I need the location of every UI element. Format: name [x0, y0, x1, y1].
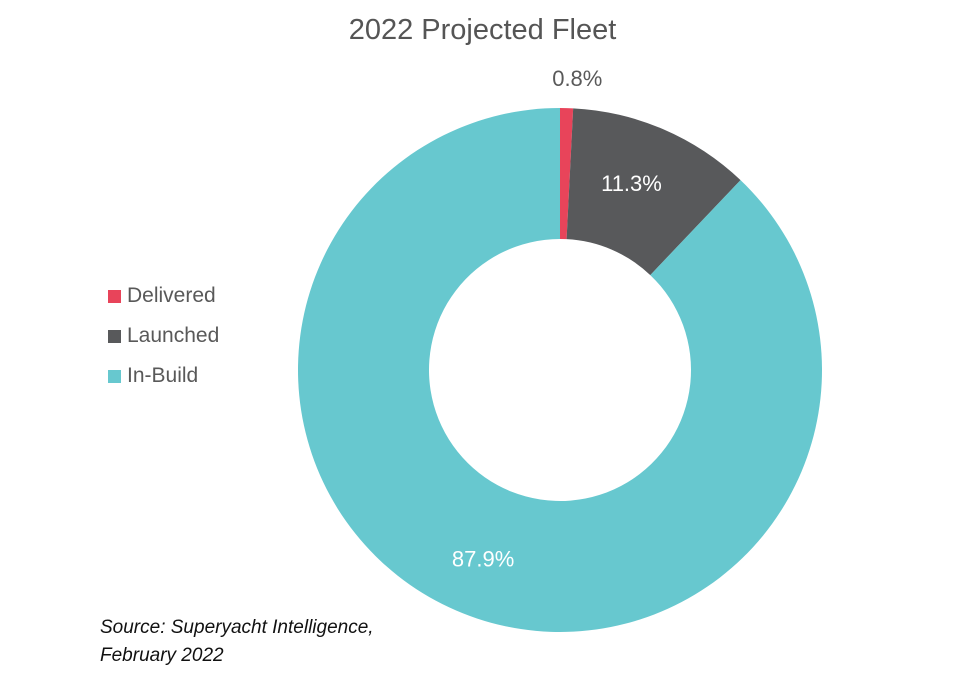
data-label-launched: 11.3% [601, 171, 662, 196]
legend-label-launched: Launched [127, 324, 220, 347]
legend-swatch-in-build [108, 369, 121, 383]
legend-label-delivered: Delivered [127, 284, 216, 307]
legend-entry-launched: Launched [108, 323, 219, 349]
legend: Delivered Launched In-Build [108, 283, 219, 389]
slice-delivered [560, 108, 574, 240]
legend-swatch-launched [108, 329, 121, 343]
slice-launched [566, 108, 741, 276]
data-labels: 0.8% 11.3% 87.9% [452, 66, 662, 571]
slice-in-build [297, 108, 822, 633]
data-label-delivered: 0.8% [552, 66, 602, 91]
legend-entry-in-build: In-Build [108, 363, 219, 389]
legend-swatch-delivered [108, 289, 121, 303]
source-line-2: February 2022 [100, 645, 224, 666]
donut-slices [297, 108, 822, 633]
source-line-1: Source: Superyacht Intelligence, [100, 617, 374, 638]
source-note: Source: Superyacht Intelligence, Februar… [100, 614, 460, 670]
chart-title: 2022 Projected Fleet [348, 14, 617, 46]
legend-label-in-build: In-Build [127, 364, 199, 387]
data-label-in-build: 87.9% [452, 546, 514, 571]
legend-entry-delivered: Delivered [108, 283, 219, 309]
